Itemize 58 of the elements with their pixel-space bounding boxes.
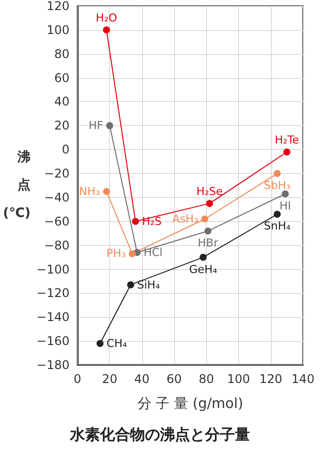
data-label: H₂Se — [196, 184, 224, 198]
point — [282, 190, 289, 198]
y-tick-label: 80 — [54, 46, 70, 61]
y-tick-label: −100 — [36, 262, 70, 276]
data-label: H₂S — [142, 214, 162, 228]
point — [274, 170, 281, 178]
x-tick-label: 140 — [292, 372, 314, 386]
y-axis-title: 沸点(℃) — [3, 150, 31, 221]
data-label: NH₃ — [79, 184, 100, 198]
y-tick-label: −180 — [36, 358, 70, 372]
y-tick-label: −20 — [44, 166, 70, 181]
y-tick-label: −60 — [44, 214, 70, 228]
x-tick-label: 20 — [102, 372, 118, 386]
x-tick-label: 40 — [134, 372, 150, 386]
data-label: HF — [88, 119, 104, 132]
point — [102, 26, 110, 34]
point — [206, 200, 214, 207]
point — [102, 188, 110, 195]
y-tick-label: −160 — [36, 334, 70, 348]
data-label: SnH₄ — [264, 220, 292, 233]
x-tick-label: 80 — [198, 372, 214, 386]
x-axis-title: 分 子 量 (g/mol) — [137, 396, 244, 412]
y-tick-label: 60 — [54, 70, 70, 85]
y-tick-label: −140 — [36, 310, 70, 324]
x-tick-label: 0 — [74, 372, 82, 386]
data-label: AsH₃ — [172, 212, 198, 226]
y-tick-label: −80 — [44, 238, 70, 252]
y-tick-label: −40 — [44, 190, 70, 204]
point — [283, 148, 290, 156]
point — [106, 122, 114, 130]
point — [201, 216, 208, 223]
y-tick-label: 120 — [46, 0, 70, 13]
data-label: SiH₄ — [137, 278, 160, 292]
data-label: PH₃ — [106, 247, 126, 260]
data-label: H₂Te — [274, 133, 300, 146]
point — [204, 227, 212, 234]
point — [200, 254, 207, 261]
data-label: GeH₄ — [189, 262, 218, 276]
y-tick-label: 100 — [46, 22, 70, 37]
x-tick-label: 60 — [166, 372, 182, 386]
x-tick-label: 120 — [259, 372, 282, 386]
point — [132, 218, 139, 225]
x-tick-label: 100 — [227, 372, 250, 386]
point — [127, 281, 134, 288]
y-tick-label: −120 — [36, 286, 70, 300]
text: 水素化合物の沸点と分子量 — [69, 426, 250, 444]
point — [96, 340, 104, 347]
data-label: HI — [280, 199, 292, 212]
data-label: HCl — [144, 246, 163, 260]
data-label: SbH₃ — [264, 179, 291, 192]
data-label: HBr — [198, 236, 219, 250]
point — [274, 210, 281, 218]
y-tick-label: 20 — [54, 118, 70, 133]
data-label: H₂O — [96, 11, 118, 24]
data-label: CH₄ — [106, 336, 128, 350]
point — [128, 250, 136, 258]
y-tick-label: 0 — [62, 142, 70, 157]
y-tick-label: 40 — [54, 94, 70, 109]
